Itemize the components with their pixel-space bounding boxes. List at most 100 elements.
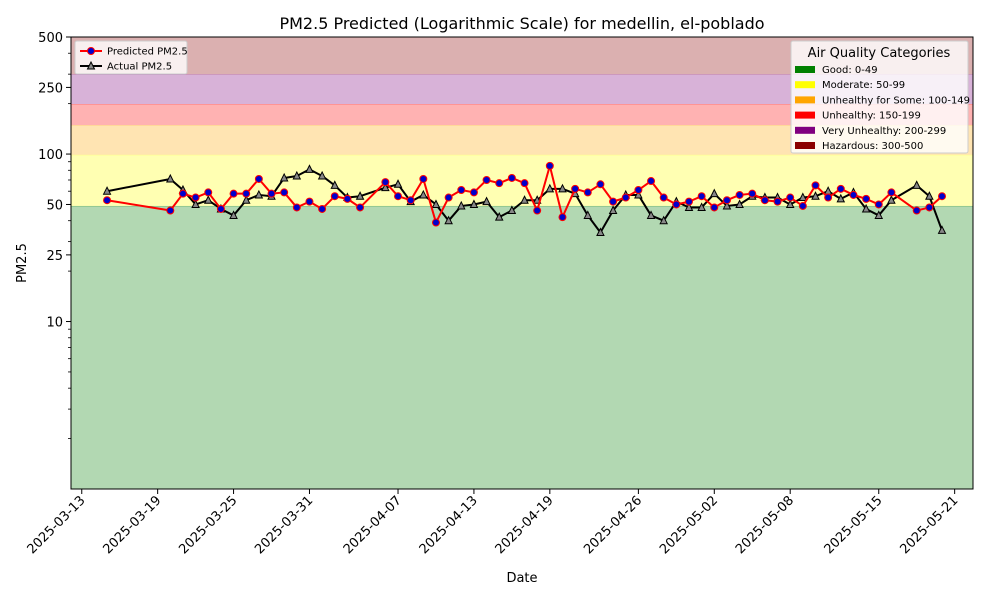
actual-point: [874, 210, 884, 219]
predicted-point: [887, 188, 896, 197]
plot-frame: [70, 36, 974, 490]
actual-point: [102, 186, 112, 195]
predicted-point: [684, 197, 693, 206]
predicted-point: [482, 175, 491, 184]
predicted-point: [647, 177, 656, 186]
x-tick-label: 2025-04-07: [341, 493, 405, 557]
predicted-point: [305, 197, 314, 206]
y-axis-label: PM2.5: [15, 243, 30, 283]
predicted-point: [381, 178, 390, 187]
actual-point: [925, 191, 934, 200]
x-tick-label: 2025-03-31: [252, 493, 316, 557]
actual-point: [305, 164, 314, 173]
actual-point: [735, 199, 744, 208]
predicted-point: [533, 206, 542, 215]
legend-label-0: Predicted PM2.5: [107, 47, 188, 58]
predicted-point: [292, 203, 301, 212]
actual-point: [709, 188, 719, 198]
predicted-point: [558, 213, 567, 222]
predicted-point: [191, 193, 200, 202]
actual-point: [469, 199, 479, 208]
predicted-point: [469, 188, 478, 197]
x-tick-label: 2025-03-19: [100, 493, 164, 557]
category-legend-box: [790, 40, 969, 154]
predicted-point: [216, 204, 225, 213]
actual-point: [229, 210, 238, 219]
actual-point: [456, 200, 466, 210]
actual-point: [608, 205, 618, 215]
x-tick-label: 2025-04-26: [581, 493, 645, 557]
x-tick-label: 2025-05-08: [733, 493, 797, 557]
predicted-point: [862, 194, 871, 203]
predicted-point: [166, 206, 175, 215]
actual-point: [241, 195, 251, 204]
predicted-point: [444, 193, 453, 202]
actual-point: [203, 195, 213, 204]
predicted-point: [254, 174, 263, 183]
predicted-point: [229, 189, 238, 198]
predicted-point: [697, 192, 706, 201]
predicted-point: [798, 201, 807, 210]
legend-label-1: Actual PM2.5: [107, 62, 172, 73]
predicted-point: [836, 184, 845, 193]
actual-point: [191, 199, 200, 208]
legend-marker-predicted: [87, 47, 95, 55]
actual-point: [861, 203, 871, 213]
predicted-point: [811, 181, 820, 190]
predicted-point: [609, 197, 618, 206]
x-axis-label: Date: [506, 571, 537, 586]
actual-point: [482, 196, 491, 206]
predicted-point: [874, 200, 883, 209]
series-legend: Predicted PM2.5 Actual PM2.5: [74, 40, 188, 75]
predicted-point: [786, 193, 795, 202]
category-swatch-1: [795, 81, 815, 89]
category-label-5: Hazardous: 300-500: [822, 141, 923, 152]
predicted-point: [722, 196, 731, 205]
predicted-point: [672, 200, 681, 209]
x-tick-label: 2025-04-19: [493, 493, 557, 557]
predicted-point: [596, 180, 605, 189]
category-label-4: Very Unhealthy: 200-299: [822, 126, 946, 137]
actual-point: [937, 225, 947, 234]
actual-point: [697, 202, 706, 211]
predicted-series: [103, 161, 947, 227]
actual-point: [494, 212, 504, 221]
predicted-point: [394, 192, 403, 201]
actual-point: [659, 215, 668, 225]
predicted-point: [457, 186, 466, 195]
predicted-point: [495, 179, 504, 188]
band-3: [71, 104, 973, 126]
actual-point: [393, 179, 403, 188]
category-legend-title: Air Quality Categories: [808, 46, 951, 61]
actual-point: [545, 183, 555, 193]
predicted-point: [735, 190, 744, 199]
actual-point: [254, 189, 264, 199]
predicted-point: [748, 189, 757, 198]
predicted-point: [520, 179, 529, 188]
actual-point: [684, 202, 694, 211]
category-label-0: Good: 0-49: [822, 65, 878, 76]
predicted-point: [419, 174, 428, 183]
y-tick-label: 250: [38, 81, 63, 96]
actual-point: [381, 182, 390, 192]
actual-point: [785, 199, 795, 208]
predicted-point: [659, 193, 668, 202]
y-tick-label: 10: [46, 316, 63, 331]
predicted-point: [103, 196, 112, 205]
category-legend: Air Quality Categories Good: 0-49 Moderate…: [790, 40, 970, 154]
y-tick-label: 500: [38, 31, 63, 46]
predicted-point: [773, 197, 782, 206]
category-swatch-5: [795, 142, 815, 149]
actual-point: [431, 199, 441, 208]
x-tick-label: 2025-04-13: [417, 493, 481, 557]
actual-point: [583, 210, 593, 219]
predicted-point: [343, 194, 352, 203]
actual-point: [520, 195, 529, 204]
predicted-point: [280, 188, 289, 197]
x-tick-label: 2025-03-13: [25, 493, 89, 557]
predicted-point: [710, 203, 719, 212]
predicted-point: [571, 184, 580, 193]
x-tick-label: 2025-05-02: [657, 493, 721, 557]
predicted-point: [621, 193, 630, 202]
